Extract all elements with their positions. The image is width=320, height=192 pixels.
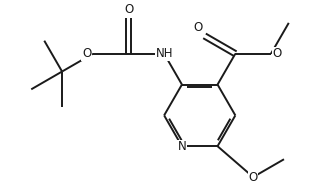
Text: O: O bbox=[249, 170, 258, 184]
Text: O: O bbox=[273, 47, 282, 60]
Text: NH: NH bbox=[156, 47, 173, 60]
Text: O: O bbox=[194, 21, 203, 34]
Text: O: O bbox=[82, 47, 91, 60]
Text: O: O bbox=[124, 3, 133, 16]
Text: N: N bbox=[178, 140, 186, 153]
